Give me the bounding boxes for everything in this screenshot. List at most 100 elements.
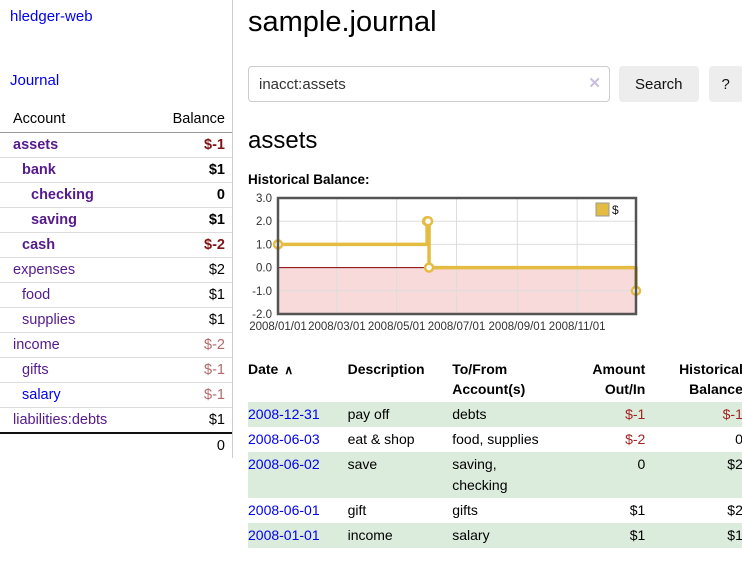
account-heading: assets xyxy=(248,127,318,154)
transaction-description: eat & shop xyxy=(347,430,415,447)
account-column-header: Account xyxy=(0,107,148,133)
account-balance: $1 xyxy=(147,157,232,183)
x-tick-label: 2008/07/01 xyxy=(428,321,486,333)
transaction-accounts: gifts xyxy=(452,501,478,518)
search-input-wrap: ✕ xyxy=(248,66,610,102)
accounts-table-header: Account Balance xyxy=(0,107,232,133)
transaction-description: save xyxy=(347,455,378,472)
transaction-date-link[interactable]: 2008-12-31 xyxy=(248,405,320,422)
account-row: cash $-2 xyxy=(0,232,232,258)
transaction-date-link[interactable]: 2008-01-01 xyxy=(248,526,320,543)
account-row: gifts $-1 xyxy=(0,357,232,383)
transaction-accounts: food, supplies xyxy=(452,430,539,447)
y-tick-label: 0.0 xyxy=(256,263,272,275)
account-balance: $-1 xyxy=(147,357,232,383)
y-tick-label: 2.0 xyxy=(256,216,272,228)
transaction-row: 2008-06-03 eat & shop food, supplies $-2 0 xyxy=(248,427,742,452)
transaction-amount: $-1 xyxy=(625,405,646,422)
account-link[interactable]: assets xyxy=(13,137,59,153)
transaction-row: 2008-12-31 pay off debts $-1 $-1 xyxy=(248,401,742,427)
transaction-accounts: saving, checking xyxy=(452,455,508,493)
account-balance: $1 xyxy=(147,307,232,333)
account-row: bank $1 xyxy=(0,157,232,183)
chart-label: Historical Balance: xyxy=(248,172,370,187)
account-row: food $1 xyxy=(0,282,232,308)
account-balance: $-2 xyxy=(147,332,232,358)
account-balance: 0 xyxy=(147,182,232,208)
account-link[interactable]: salary xyxy=(22,387,61,403)
account-link[interactable]: saving xyxy=(31,212,77,228)
y-tick-label: 1.0 xyxy=(256,239,272,251)
account-link[interactable]: supplies xyxy=(22,312,76,328)
account-balance: $1 xyxy=(147,207,232,233)
account-balance: $-1 xyxy=(147,132,232,158)
transaction-row: 2008-06-01 gift gifts $1 $2 xyxy=(248,498,742,523)
transaction-amount: $1 xyxy=(629,501,646,518)
accounts-table: Account Balance assets $-1 bank $1 checking 0… xyxy=(0,107,232,458)
y-tick-label: -2.0 xyxy=(252,309,272,321)
chart-border xyxy=(276,196,638,316)
account-row: expenses $2 xyxy=(0,257,232,283)
help-button[interactable]: ? xyxy=(708,66,742,102)
sidebar-item-journal[interactable]: Journal xyxy=(10,72,60,89)
account-row: supplies $1 xyxy=(0,307,232,333)
transaction-accounts: debts xyxy=(452,405,487,422)
transaction-date-link[interactable]: 2008-06-02 xyxy=(248,455,320,472)
account-link[interactable]: cash xyxy=(22,237,56,253)
transaction-date-link[interactable]: 2008-06-03 xyxy=(248,430,320,447)
transaction-balance: $2 xyxy=(727,455,742,472)
sort-asc-icon: ∧ xyxy=(284,363,294,377)
sidebar: hledger-web Journal Account Balance asse… xyxy=(0,0,233,458)
amount-column-header: Amount Out/In xyxy=(592,361,646,398)
balance-column-header-2: Historical Balance xyxy=(679,361,742,398)
transaction-description: pay off xyxy=(347,405,390,422)
transaction-balance: $1 xyxy=(727,526,742,543)
account-link[interactable]: gifts xyxy=(22,362,49,378)
account-row: liabilities:debts $1 xyxy=(0,407,232,434)
date-column-header[interactable]: Date ∧ xyxy=(248,361,294,377)
accounts-column-header: To/From Account(s) xyxy=(452,361,526,398)
search-form: ✕ Search ? xyxy=(248,66,742,102)
transaction-balance: 0 xyxy=(735,430,742,447)
data-point-markers xyxy=(272,215,642,297)
x-tick-label: 2008/01/01 xyxy=(249,321,307,333)
transaction-accounts: salary xyxy=(452,526,490,543)
transaction-row: 2008-06-02 save saving, checking 0 $2 xyxy=(248,451,742,498)
chart-legend: $ xyxy=(595,202,619,217)
account-link[interactable]: food xyxy=(22,287,51,303)
account-link[interactable]: checking xyxy=(31,187,94,203)
balance-column-header: Balance xyxy=(147,107,232,133)
transaction-row: 2008-01-01 income salary $1 $1 xyxy=(248,522,742,548)
transaction-amount: $-2 xyxy=(625,430,646,447)
app-title-link[interactable]: hledger-web xyxy=(10,8,93,25)
search-input[interactable] xyxy=(248,66,610,102)
account-balance: $-2 xyxy=(147,232,232,258)
y-tick-label: 3.0 xyxy=(256,193,272,205)
register-table: Date ∧ Description To/From Account(s) Amo… xyxy=(248,357,742,548)
accounts-total-balance: 0 xyxy=(147,432,232,458)
account-link[interactable]: bank xyxy=(22,162,56,178)
accounts-total-row: 0 xyxy=(0,432,232,458)
search-button[interactable]: Search xyxy=(619,66,699,102)
account-row: checking 0 xyxy=(0,182,232,208)
transaction-balance: $2 xyxy=(727,501,742,518)
transaction-amount: $1 xyxy=(629,526,646,543)
main-panel: sample.journal ✕ Search ? assets Histori… xyxy=(233,0,742,548)
balance-chart: $3.0 2.0 1.0 0.0 -1.0 -2.0 2008/01/01 2008/03/0… xyxy=(248,192,742,344)
x-tick-label: 2008/05/01 xyxy=(368,321,426,333)
account-link[interactable]: liabilities:debts xyxy=(13,412,108,428)
account-row: saving $1 xyxy=(0,207,232,233)
account-balance: $1 xyxy=(147,407,232,434)
transaction-date-link[interactable]: 2008-06-01 xyxy=(248,501,320,518)
account-link[interactable]: income xyxy=(13,337,60,353)
transaction-amount: 0 xyxy=(637,455,646,472)
clear-search-icon[interactable]: ✕ xyxy=(588,75,601,92)
transaction-description: gift xyxy=(347,501,367,518)
account-row: income $-2 xyxy=(0,332,232,358)
account-balance: $2 xyxy=(147,257,232,283)
y-tick-label: -1.0 xyxy=(252,286,272,298)
page-title: sample.journal xyxy=(248,6,437,38)
x-tick-label: 2008/11/01 xyxy=(549,321,606,333)
account-link[interactable]: expenses xyxy=(13,262,76,278)
